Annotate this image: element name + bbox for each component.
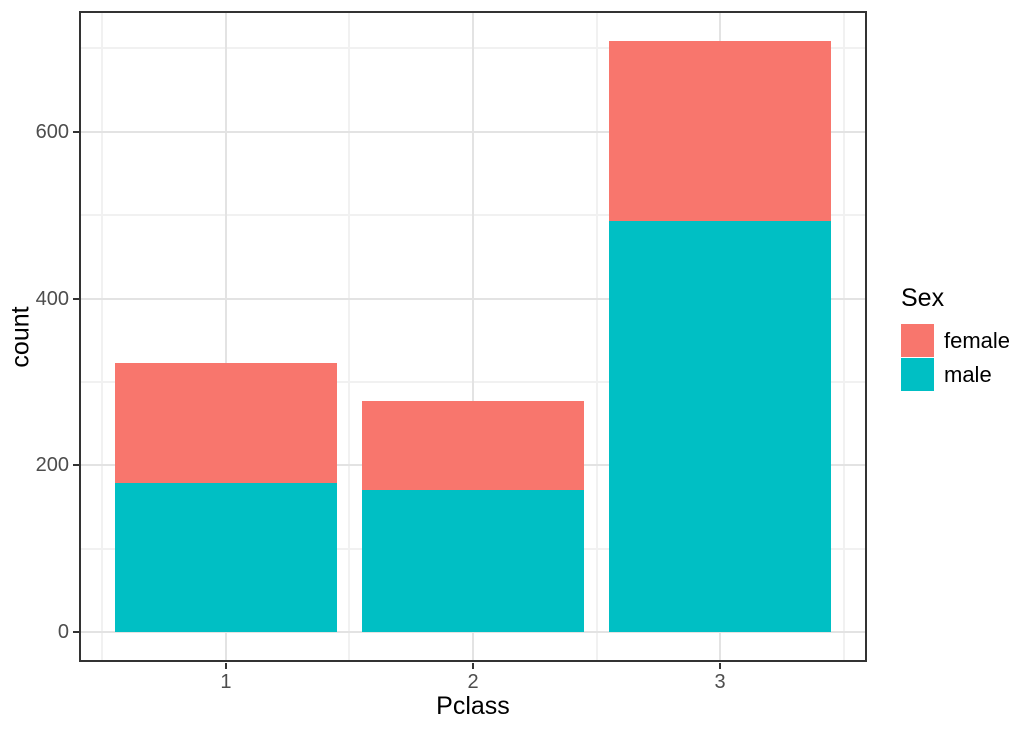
y-tick-mark — [73, 130, 79, 133]
x-axis-title: Pclass — [436, 692, 510, 720]
x-tick-label: 2 — [467, 671, 479, 693]
bar-pclass3-female — [608, 40, 832, 221]
legend-entry: male — [901, 358, 1010, 391]
legend-entries: female male — [901, 324, 1010, 391]
gridline-major-x — [224, 11, 227, 662]
x-tick-mark — [224, 663, 227, 669]
legend: Sex female male — [901, 285, 1010, 392]
gridline-minor-x — [348, 11, 351, 662]
y-tick-label: 600 — [35, 120, 69, 143]
bar-pclass2-female — [361, 401, 585, 490]
y-tick-mark — [73, 631, 79, 634]
legend-entry: female — [901, 324, 1010, 357]
y-tick-label: 0 — [57, 621, 69, 644]
legend-entry-label: female — [944, 327, 1011, 353]
legend-key-swatch — [901, 358, 934, 391]
y-tick-label: 400 — [35, 287, 69, 310]
x-tick-label: 1 — [220, 671, 232, 693]
x-tick-label: 3 — [714, 671, 726, 693]
bar-pclass2-male — [361, 489, 585, 633]
x-tick-mark — [719, 663, 722, 669]
gridline-minor-x — [101, 11, 104, 662]
plot-panel — [79, 11, 867, 662]
bar-pclass3-male — [608, 220, 832, 633]
gridline-minor-x — [595, 11, 598, 662]
legend-key-swatch — [901, 324, 934, 357]
y-tick-mark — [73, 297, 79, 300]
legend-entry-label: male — [944, 361, 992, 387]
gridline-minor-x — [842, 11, 845, 662]
y-tick-mark — [73, 464, 79, 467]
legend-title: Sex — [901, 284, 945, 312]
y-axis-title: count — [6, 306, 35, 368]
x-tick-mark — [472, 663, 474, 669]
y-tick-label: 200 — [35, 454, 69, 477]
gridline-major-x — [472, 11, 474, 662]
bar-pclass1-male — [114, 482, 338, 633]
bar-pclass1-female — [114, 362, 338, 483]
